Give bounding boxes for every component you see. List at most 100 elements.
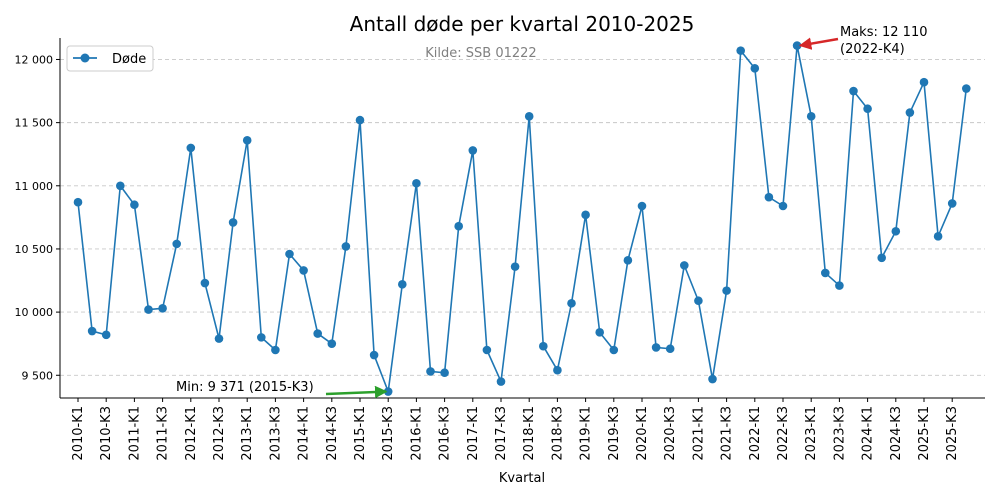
x-tick-label: 2016-K3 <box>438 406 453 461</box>
data-point <box>369 350 379 360</box>
data-point <box>87 326 97 336</box>
data-point <box>947 199 957 208</box>
max-annotation-line2: (2022-K4) <box>840 42 905 57</box>
data-point <box>863 104 872 114</box>
data-point <box>468 146 478 155</box>
y-tick-label: 12 000 <box>15 53 54 66</box>
x-tick-label: 2022-K1 <box>748 406 763 461</box>
x-tick-label: 2023-K3 <box>832 406 847 461</box>
data-point <box>228 218 238 227</box>
min-arrow <box>325 385 388 399</box>
y-tick-label: 9 500 <box>22 369 54 382</box>
annotations: Min: 9 371 (2015-K3) Maks: 12 110 (2022-… <box>176 25 927 399</box>
x-tick-label: 2021-K1 <box>691 406 706 461</box>
y-tick-label: 10 000 <box>15 306 54 319</box>
x-tick-label: 2013-K1 <box>240 406 255 461</box>
data-point <box>341 242 351 251</box>
legend-marker <box>80 53 90 63</box>
data-point <box>271 345 280 355</box>
data-point <box>172 239 181 249</box>
data-point <box>821 268 830 278</box>
data-point <box>158 304 167 313</box>
min-annotation: Min: 9 371 (2015-K3) <box>176 380 314 395</box>
x-tick-label: 2018-K3 <box>550 406 565 461</box>
x-axis: 2010-K1 2010-K3 2011-K1 2011-K3 2012-K1 2012-… <box>71 398 960 461</box>
x-tick-label: 2014-K3 <box>325 406 340 461</box>
data-point <box>355 115 365 125</box>
x-tick-label: 2019-K3 <box>607 406 622 461</box>
data-point <box>708 374 717 384</box>
x-tick-label: 2010-K3 <box>99 406 114 461</box>
data-point <box>567 298 576 308</box>
legend-box <box>66 45 154 72</box>
chart-title: Antall døde per kvartal 2010-2025 <box>350 12 695 36</box>
x-tick-label: 2025-K1 <box>917 406 932 461</box>
x-tick-label: 2016-K1 <box>409 406 424 461</box>
data-point <box>73 197 83 207</box>
series-dode <box>73 41 971 396</box>
data-point <box>680 261 689 270</box>
legend-label: Døde <box>112 52 146 67</box>
data-point <box>637 201 647 211</box>
data-point <box>877 253 886 263</box>
data-point <box>327 339 337 348</box>
legend: Døde <box>66 45 154 72</box>
data-point <box>581 210 590 220</box>
data-point <box>891 226 901 236</box>
x-tick-label: 2014-K1 <box>297 406 312 461</box>
x-tick-label: 2010-K1 <box>71 406 86 461</box>
data-point <box>482 345 492 355</box>
data-point <box>412 178 421 188</box>
x-tick-label: 2024-K3 <box>889 406 904 461</box>
data-point <box>609 345 619 355</box>
x-tick-label: 2012-K3 <box>212 406 227 461</box>
chart-subtitle: Kilde: SSB 01222 <box>425 46 536 61</box>
data-point <box>806 112 816 121</box>
x-tick-label: 2013-K3 <box>268 406 283 461</box>
data-point <box>736 46 745 55</box>
data-point <box>694 296 703 306</box>
y-axis: 9 500 10 000 10 500 11 000 11 500 12 000 <box>15 53 60 382</box>
gridlines <box>60 59 985 376</box>
data-point <box>764 192 774 202</box>
data-point <box>426 367 435 376</box>
x-tick-label: 2015-K3 <box>381 406 396 461</box>
data-point <box>933 232 943 241</box>
x-tick-label: 2023-K1 <box>804 406 819 461</box>
data-point <box>144 305 153 314</box>
x-tick-label: 2018-K1 <box>522 406 537 461</box>
data-point <box>299 266 308 275</box>
y-tick-label: 11 000 <box>15 180 54 193</box>
data-point <box>651 343 661 352</box>
x-tick-label: 2025-K3 <box>945 406 960 461</box>
data-point <box>595 328 604 337</box>
x-tick-label: 2020-K3 <box>663 406 678 461</box>
data-point <box>778 201 788 211</box>
data-point <box>398 280 407 289</box>
x-tick-label: 2011-K3 <box>156 406 171 461</box>
data-point <box>524 112 534 121</box>
data-point <box>285 249 294 259</box>
data-point <box>623 256 633 265</box>
data-point <box>905 108 915 117</box>
data-point <box>186 143 196 153</box>
data-point <box>539 341 548 351</box>
x-tick-label: 2020-K1 <box>635 406 650 461</box>
x-tick-label: 2021-K3 <box>720 406 735 461</box>
data-point <box>200 278 210 288</box>
data-point <box>214 334 224 343</box>
data-point <box>116 181 125 191</box>
data-point <box>962 84 971 93</box>
data-point <box>919 77 929 87</box>
max-annotation-line1: Maks: 12 110 <box>840 25 927 40</box>
data-point <box>496 377 506 386</box>
x-tick-label: 2015-K1 <box>353 406 368 461</box>
x-tick-label: 2024-K1 <box>861 406 876 461</box>
x-tick-label: 2019-K1 <box>579 406 594 461</box>
data-point <box>835 281 844 290</box>
data-point <box>750 64 760 73</box>
data-point <box>849 86 858 96</box>
x-tick-label: 2017-K1 <box>466 406 481 461</box>
x-tick-label: 2022-K3 <box>776 406 791 461</box>
